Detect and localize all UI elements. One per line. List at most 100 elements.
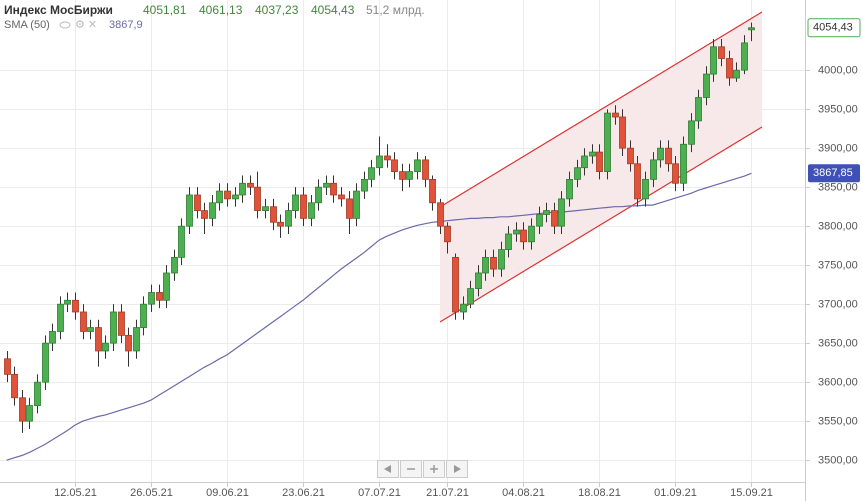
candle-body bbox=[513, 229, 520, 235]
candle-body bbox=[254, 186, 261, 211]
high-label: 4061,13 bbox=[199, 3, 243, 17]
candle-body bbox=[353, 190, 360, 219]
candle-body bbox=[589, 151, 596, 157]
candle-body bbox=[733, 69, 740, 79]
candle-body bbox=[4, 358, 11, 375]
plot bbox=[4, 22, 755, 461]
candle-body bbox=[748, 27, 755, 31]
candle-body bbox=[163, 272, 170, 301]
candle-body bbox=[361, 178, 368, 192]
candle-body bbox=[657, 147, 664, 161]
x-tick-label: 01.09.21 bbox=[654, 487, 697, 499]
candle-body bbox=[520, 229, 527, 243]
header: Индекс МосБиржи 4051,81 4061,13 4037,23 … bbox=[4, 3, 425, 31]
candle-body bbox=[102, 342, 109, 352]
y-tick-label: 4000,00 bbox=[818, 64, 858, 76]
candle-body bbox=[650, 159, 657, 180]
candle-body bbox=[277, 221, 284, 227]
candle-body bbox=[528, 225, 535, 243]
candle-body bbox=[710, 46, 717, 75]
candle-body bbox=[346, 198, 353, 219]
candle-body bbox=[384, 155, 391, 161]
icon bbox=[454, 465, 461, 473]
low-label: 4037,23 bbox=[255, 3, 299, 17]
candle-body bbox=[399, 171, 406, 180]
candle-body bbox=[133, 327, 140, 352]
candle-body bbox=[741, 42, 748, 71]
y-tick-label: 3700,00 bbox=[818, 298, 858, 310]
open-label: 4051,81 bbox=[143, 3, 187, 17]
x-tick-label: 26.05.21 bbox=[130, 487, 173, 499]
settings-icon[interactable]: ⚙ ✕ bbox=[75, 19, 97, 31]
candle-body bbox=[703, 73, 710, 98]
candle-body bbox=[194, 194, 201, 211]
candle-body bbox=[391, 159, 398, 172]
candle-body bbox=[642, 178, 649, 200]
candle-body bbox=[49, 331, 56, 344]
candle-body bbox=[726, 58, 733, 79]
candle-body bbox=[505, 233, 512, 250]
y-tick-label: 3950,00 bbox=[818, 103, 858, 115]
candle-body bbox=[680, 143, 687, 184]
candle-body bbox=[239, 182, 246, 196]
candle-body bbox=[19, 397, 26, 422]
candle-body bbox=[437, 202, 444, 227]
candle-body bbox=[216, 190, 223, 204]
channel-lower bbox=[439, 126, 763, 323]
y-tick-label: 3600,00 bbox=[818, 376, 858, 388]
candle-body bbox=[604, 112, 611, 172]
scroll-control bbox=[377, 460, 468, 478]
candle-body bbox=[300, 194, 307, 219]
candle-body bbox=[490, 256, 497, 270]
candle-body bbox=[543, 210, 550, 215]
y-tick-label: 3900,00 bbox=[818, 142, 858, 154]
candle-body bbox=[270, 206, 277, 223]
candle-body bbox=[125, 334, 132, 352]
candle-body bbox=[665, 147, 672, 165]
candle-body bbox=[718, 46, 725, 59]
y-tick-label: 3550,00 bbox=[818, 415, 858, 427]
icon bbox=[384, 465, 391, 473]
candle-body bbox=[11, 373, 18, 399]
candle-body bbox=[42, 342, 49, 383]
candle-body bbox=[308, 202, 315, 219]
eye-icon[interactable] bbox=[59, 21, 71, 29]
candle-body bbox=[186, 194, 193, 227]
x-tick-label: 21.07.21 bbox=[426, 487, 469, 499]
channel-upper bbox=[439, 11, 763, 208]
candle-body bbox=[156, 292, 163, 301]
candle-body bbox=[140, 303, 147, 328]
candle-body bbox=[171, 256, 178, 274]
title: Индекс МосБиржи bbox=[4, 3, 113, 17]
candle-body bbox=[467, 288, 474, 305]
candle-body bbox=[551, 210, 558, 227]
candle-body bbox=[148, 292, 155, 305]
candle-body bbox=[627, 147, 634, 165]
candle-body bbox=[596, 151, 603, 172]
candle-body bbox=[262, 206, 269, 211]
candle-body bbox=[619, 116, 626, 149]
axes: 3500,00 3550,00 3600,00 3650,00 3700,00 3750,… bbox=[54, 18, 861, 499]
candle-body bbox=[536, 214, 543, 227]
volume-label: 51,2 млрд. bbox=[366, 3, 425, 17]
sma-price-label: 3867,85 bbox=[813, 167, 853, 179]
candle-body bbox=[460, 303, 467, 313]
x-tick-label: 12.05.21 bbox=[54, 487, 97, 499]
x-tick-label: 15.09.21 bbox=[730, 487, 773, 499]
candle-body bbox=[695, 97, 702, 122]
sma-legend: SMA (50) bbox=[4, 19, 50, 31]
candle-body bbox=[330, 182, 337, 196]
candle-body bbox=[688, 120, 695, 145]
candle-body bbox=[452, 256, 459, 313]
x-tick-label: 09.06.21 bbox=[206, 487, 249, 499]
candle-body bbox=[80, 311, 87, 332]
y-tick-label: 3850,00 bbox=[818, 181, 858, 193]
candle-body bbox=[34, 381, 41, 406]
candle-body bbox=[247, 182, 254, 188]
candle-body bbox=[406, 171, 413, 180]
candle-body bbox=[209, 202, 216, 219]
candle-body bbox=[444, 225, 451, 243]
x-tick-label: 07.07.21 bbox=[358, 487, 401, 499]
candle-body bbox=[498, 249, 505, 270]
